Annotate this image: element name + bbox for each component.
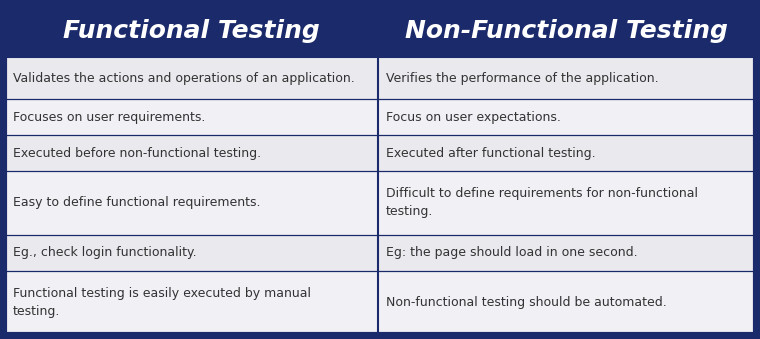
Text: Executed after functional testing.: Executed after functional testing. <box>386 147 596 160</box>
Bar <box>378 235 755 271</box>
Bar <box>5 171 378 235</box>
Text: Easy to define functional requirements.: Easy to define functional requirements. <box>13 196 261 210</box>
Bar <box>5 235 378 271</box>
Bar <box>378 99 755 135</box>
Bar <box>5 99 378 135</box>
Bar <box>378 171 755 235</box>
Text: Non-functional testing should be automated.: Non-functional testing should be automat… <box>386 296 667 309</box>
Text: Non-Functional Testing: Non-Functional Testing <box>405 19 728 43</box>
Text: Functional Testing: Functional Testing <box>63 19 320 43</box>
Text: Validates the actions and operations of an application.: Validates the actions and operations of … <box>13 72 355 85</box>
Bar <box>378 135 755 171</box>
Bar <box>5 57 378 99</box>
Text: Executed before non-functional testing.: Executed before non-functional testing. <box>13 147 261 160</box>
Bar <box>5 135 378 171</box>
Bar <box>5 5 378 57</box>
Text: Focus on user expectations.: Focus on user expectations. <box>386 111 561 124</box>
Text: Eg: the page should load in one second.: Eg: the page should load in one second. <box>386 246 638 259</box>
Text: Verifies the performance of the application.: Verifies the performance of the applicat… <box>386 72 659 85</box>
Text: Difficult to define requirements for non-functional
testing.: Difficult to define requirements for non… <box>386 187 698 218</box>
Bar <box>378 57 755 99</box>
Text: Focuses on user requirements.: Focuses on user requirements. <box>13 111 205 124</box>
Text: Functional testing is easily executed by manual
testing.: Functional testing is easily executed by… <box>13 287 311 318</box>
Bar <box>378 5 755 57</box>
Bar <box>378 271 755 334</box>
Text: Eg., check login functionality.: Eg., check login functionality. <box>13 246 197 259</box>
Bar <box>5 271 378 334</box>
